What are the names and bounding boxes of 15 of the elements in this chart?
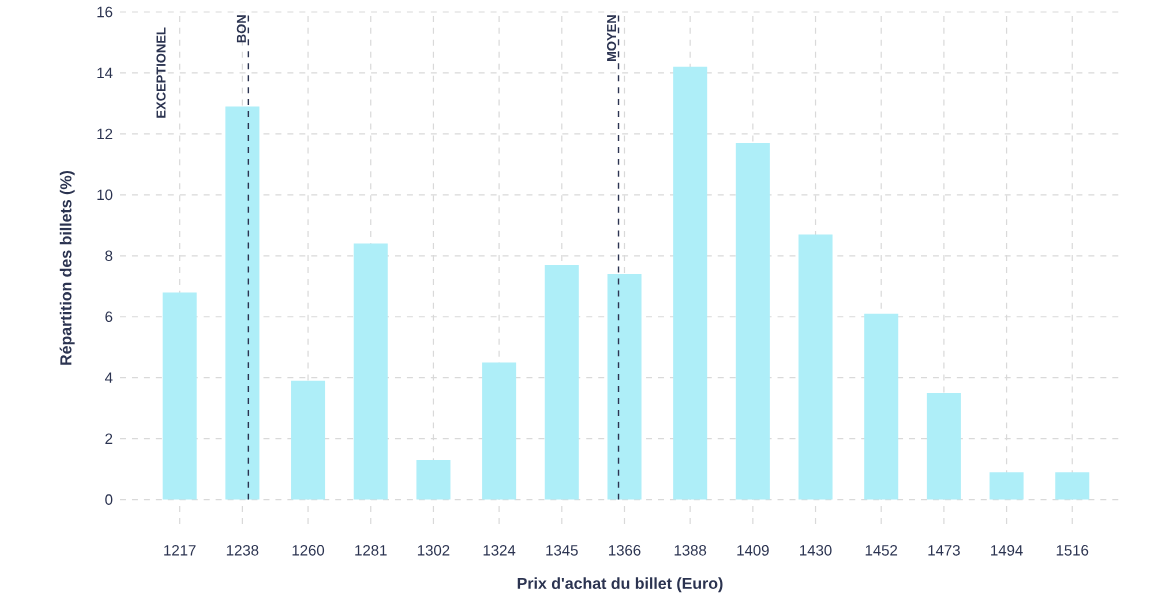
bar bbox=[225, 106, 260, 500]
bar bbox=[673, 66, 708, 500]
bar bbox=[544, 264, 579, 500]
bar bbox=[798, 234, 833, 500]
bar bbox=[989, 472, 1024, 500]
bar bbox=[926, 392, 961, 500]
bar bbox=[735, 143, 770, 500]
bar bbox=[291, 380, 326, 500]
bar bbox=[416, 460, 451, 500]
bar bbox=[482, 362, 517, 500]
bar bbox=[864, 313, 899, 500]
bar bbox=[1055, 472, 1090, 500]
bar bbox=[607, 274, 642, 500]
bar bbox=[162, 292, 197, 500]
bar bbox=[353, 243, 388, 500]
